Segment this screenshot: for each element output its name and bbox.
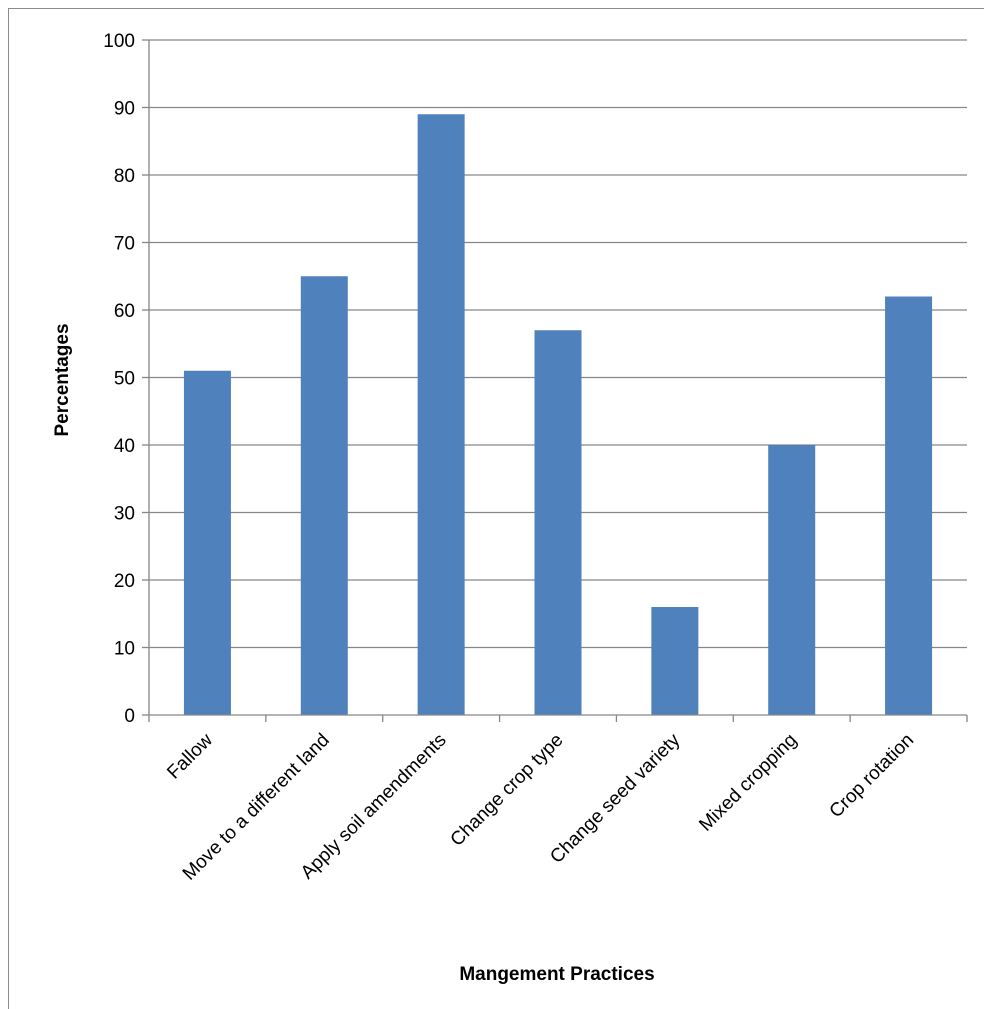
y-axis-title: Percentages — [52, 323, 73, 436]
axes — [148, 40, 968, 722]
bar — [300, 276, 348, 715]
bar — [651, 607, 699, 715]
y-tick-labels: 0 10 20 30 40 50 60 70 80 90 100 — [103, 31, 135, 727]
x-axis-title: Mangement Practices — [459, 964, 654, 985]
y-tick-label: 0 — [124, 706, 135, 727]
x-category-label: Crop rotation — [826, 730, 919, 823]
x-category-label: Change crop type — [447, 730, 568, 851]
bar — [885, 296, 933, 715]
y-tick-label: 20 — [114, 571, 135, 592]
y-tick-label: 100 — [103, 31, 135, 52]
y-tick-label: 60 — [114, 301, 135, 322]
bar — [183, 370, 231, 715]
x-category-label: Mixed cropping — [695, 730, 801, 836]
bar — [534, 330, 582, 715]
y-tick-label: 10 — [114, 639, 135, 660]
y-tick-label: 50 — [114, 369, 135, 390]
y-tick-label: 80 — [114, 166, 135, 187]
y-tick-label: 30 — [114, 504, 135, 525]
x-category-label: Change seed variety — [546, 729, 684, 867]
chart-frame — [8, 8, 984, 1009]
bar — [768, 445, 816, 715]
x-category-label: Fallow — [163, 729, 217, 783]
y-tick-label: 40 — [114, 436, 135, 457]
bar — [417, 114, 465, 715]
bars — [183, 114, 933, 715]
y-tick-label: 90 — [114, 99, 135, 120]
y-tick-label: 70 — [114, 234, 135, 255]
